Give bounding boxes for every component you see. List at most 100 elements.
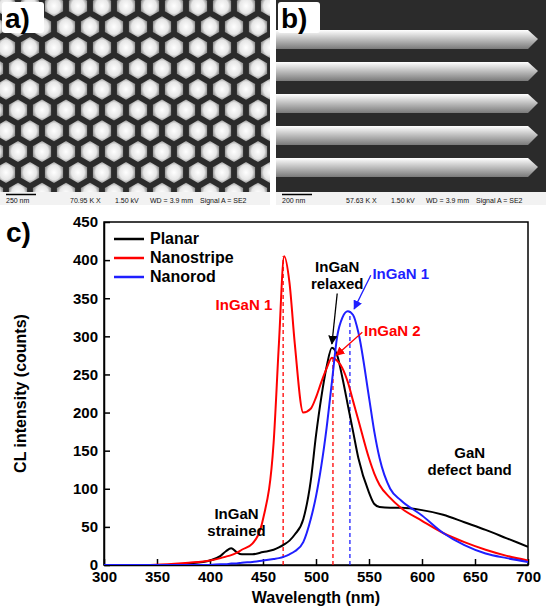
x-tick-mark [369, 559, 371, 565]
sem-image [276, 0, 546, 205]
nanorod-top [0, 120, 15, 141]
nanorod-top [0, 162, 15, 183]
nanorod-top [21, 162, 39, 183]
y-tick-label: 250 [73, 366, 98, 383]
y-tick-mark [104, 222, 110, 224]
nanorod-top [69, 79, 87, 100]
annotation-line: GaN [454, 444, 485, 461]
x-tick-label: 450 [251, 568, 276, 585]
y-tick-label: 350 [73, 290, 98, 307]
x-tick-label: 700 [516, 568, 541, 585]
nanorod-top [105, 58, 123, 79]
x-tick: 450 [251, 559, 276, 585]
nanorod-top [189, 120, 207, 141]
nanorod-top [165, 37, 183, 58]
figure: 250 nm70.95 K X1.50 kVWD = 3.9 mmSignal … [0, 0, 546, 609]
nanorod-top [81, 141, 99, 162]
panel-label: c) [6, 217, 31, 248]
nanorod-top [141, 162, 159, 183]
nanorod-top [129, 100, 147, 121]
nanorod-top [237, 0, 255, 17]
x-tick: 600 [410, 559, 435, 585]
y-tick-label: 200 [73, 404, 98, 421]
annotation-line: InGaN [214, 505, 258, 522]
nanorod-top [177, 141, 195, 162]
annotation: InGaN 1 [372, 265, 429, 282]
nanorod-top [201, 141, 219, 162]
nanorod-top [261, 120, 270, 141]
nanorod-top [141, 79, 159, 100]
nanorod-top [213, 0, 231, 17]
annotation: GaNdefect band [428, 444, 512, 478]
nanorod-top [69, 120, 87, 141]
y-tick: 250 [73, 366, 110, 383]
nanorod-top [93, 0, 111, 17]
peak-line [282, 256, 283, 565]
image-info: Signal A = SE2 [476, 197, 523, 205]
nanorod-top [165, 120, 183, 141]
nanostripe [276, 62, 538, 81]
scale-bar [6, 194, 36, 196]
y-tick-mark [104, 450, 110, 452]
nanorod-top [225, 58, 243, 79]
y-axis-line [104, 223, 106, 566]
y-tick-mark [104, 527, 110, 529]
x-tick-mark [422, 559, 424, 565]
nanorod-top [21, 120, 39, 141]
plot-frame [104, 222, 528, 565]
image-info: 1.50 kV [115, 197, 139, 204]
nanorod-top [69, 37, 87, 58]
nanorod-top [57, 58, 75, 79]
panel-label-box [2, 2, 44, 33]
x-axis-title: Wavelength (nm) [252, 589, 380, 606]
nanorod-top [189, 162, 207, 183]
nanorod-top [117, 37, 135, 58]
legend-swatch [114, 238, 144, 241]
x-tick: 650 [463, 559, 488, 585]
annotation-line: strained [207, 522, 265, 539]
nanorod-top [117, 162, 135, 183]
legend-label: Nanostripe [150, 249, 234, 266]
nanostripe [276, 126, 538, 145]
nanorod-top [189, 37, 207, 58]
nanorod-top [261, 79, 270, 100]
annotation-line: InGaN [315, 258, 359, 275]
y-tick-mark [104, 336, 110, 338]
annotation-arrow [354, 275, 371, 309]
y-axis-title: CL intensity (counts) [12, 314, 29, 473]
nanorod-top [249, 141, 267, 162]
y-tick: 150 [73, 442, 110, 459]
nanorod-top [249, 16, 267, 37]
y-tick: 350 [73, 290, 110, 307]
annotation: InGaN 2 [364, 322, 421, 339]
nanorod-top [45, 79, 63, 100]
series-line [104, 348, 528, 565]
sem-image [0, 0, 270, 205]
nanorod-top [225, 16, 243, 37]
nanorod-top [153, 141, 171, 162]
nanorod-top [201, 100, 219, 121]
nanorod-top [57, 100, 75, 121]
nanorod-top [213, 37, 231, 58]
nanorod-top [249, 58, 267, 79]
plot-area [104, 256, 528, 565]
x-tick-label: 350 [145, 568, 170, 585]
nanorod-top [261, 0, 270, 17]
nanorod-top [237, 79, 255, 100]
annotation: InGaN 1 [216, 296, 273, 313]
nanorod-top [261, 37, 270, 58]
nanorod-top [165, 79, 183, 100]
nanorod-top [81, 100, 99, 121]
nanorod-top [237, 37, 255, 58]
nanorod-top [57, 16, 75, 37]
y-tick-mark [104, 489, 110, 491]
nanorod-top [117, 79, 135, 100]
nanorod-top [0, 141, 3, 162]
legend-swatch [114, 257, 144, 260]
y-tick: 200 [73, 404, 110, 421]
nanorod-top [153, 58, 171, 79]
panel-label: b) [281, 3, 307, 34]
legend-label: Nanorod [150, 268, 216, 285]
y-tick-label: 450 [73, 213, 98, 230]
x-tick: 550 [357, 559, 382, 585]
